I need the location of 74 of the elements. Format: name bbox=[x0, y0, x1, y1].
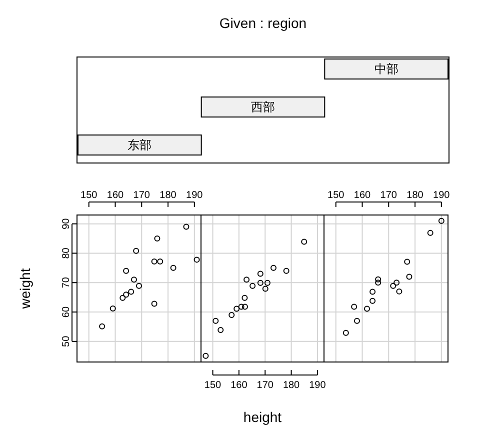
point bbox=[151, 300, 158, 307]
point bbox=[120, 294, 126, 301]
x-tick-label: 190 bbox=[186, 190, 204, 201]
point bbox=[396, 288, 402, 294]
point bbox=[238, 304, 244, 310]
x-tick-label: 180 bbox=[282, 380, 300, 391]
point bbox=[218, 326, 224, 333]
point bbox=[342, 330, 349, 336]
point bbox=[351, 304, 358, 310]
y-tick-label: 80 bbox=[61, 247, 72, 259]
point bbox=[406, 274, 412, 280]
category-label: 东部 bbox=[128, 138, 152, 152]
point bbox=[228, 312, 235, 318]
point bbox=[257, 270, 264, 277]
y-axis-title: weight bbox=[17, 268, 33, 310]
point bbox=[157, 258, 164, 264]
point bbox=[262, 286, 268, 292]
point bbox=[242, 294, 248, 301]
point bbox=[110, 305, 116, 312]
point bbox=[370, 288, 376, 295]
point bbox=[301, 238, 308, 245]
x-tick-label: 160 bbox=[354, 190, 372, 201]
point bbox=[354, 318, 360, 324]
point bbox=[151, 258, 158, 264]
category-label: 中部 bbox=[374, 62, 398, 76]
point bbox=[375, 280, 382, 286]
x-axis-title: height bbox=[243, 409, 282, 425]
x-tick-label: 150 bbox=[80, 190, 98, 201]
point bbox=[394, 280, 400, 286]
point bbox=[99, 323, 106, 330]
x-tick-label: 150 bbox=[204, 380, 222, 391]
category-label: 西部 bbox=[251, 100, 275, 114]
point bbox=[154, 236, 160, 242]
point bbox=[270, 264, 276, 271]
point bbox=[427, 230, 434, 236]
x-tick-label: 170 bbox=[380, 190, 398, 201]
y-tick-label: 70 bbox=[61, 276, 72, 288]
point bbox=[170, 264, 176, 271]
point bbox=[123, 292, 130, 298]
y-tick-label: 50 bbox=[61, 335, 72, 347]
point bbox=[370, 298, 376, 304]
point bbox=[183, 224, 190, 230]
point bbox=[390, 282, 396, 289]
x-tick-label: 160 bbox=[230, 380, 248, 391]
point bbox=[123, 268, 130, 274]
point bbox=[364, 306, 370, 312]
point bbox=[438, 218, 444, 224]
x-tick-label: 190 bbox=[433, 190, 450, 201]
y-tick-label: 90 bbox=[61, 218, 72, 230]
x-tick-label: 180 bbox=[160, 190, 177, 201]
point bbox=[242, 304, 248, 310]
point bbox=[257, 280, 264, 286]
x-tick-label: 180 bbox=[406, 190, 424, 201]
point bbox=[404, 258, 410, 265]
x-tick-label: 170 bbox=[133, 190, 150, 201]
point bbox=[250, 282, 256, 289]
point bbox=[234, 306, 240, 312]
text: Given : region bbox=[219, 15, 307, 31]
point bbox=[194, 256, 200, 263]
point bbox=[212, 318, 219, 324]
x-tick-label: 150 bbox=[328, 190, 345, 201]
point bbox=[133, 248, 140, 254]
point bbox=[283, 268, 290, 274]
point bbox=[202, 352, 209, 359]
x-tick-label: 170 bbox=[256, 380, 274, 391]
point bbox=[375, 276, 382, 282]
point bbox=[136, 282, 142, 289]
point bbox=[244, 276, 250, 283]
point bbox=[264, 280, 270, 286]
y-tick-label: 60 bbox=[61, 306, 72, 318]
x-tick-label: 160 bbox=[106, 190, 124, 201]
point bbox=[130, 276, 137, 283]
x-tick-label: 190 bbox=[309, 380, 326, 391]
point bbox=[128, 288, 134, 295]
